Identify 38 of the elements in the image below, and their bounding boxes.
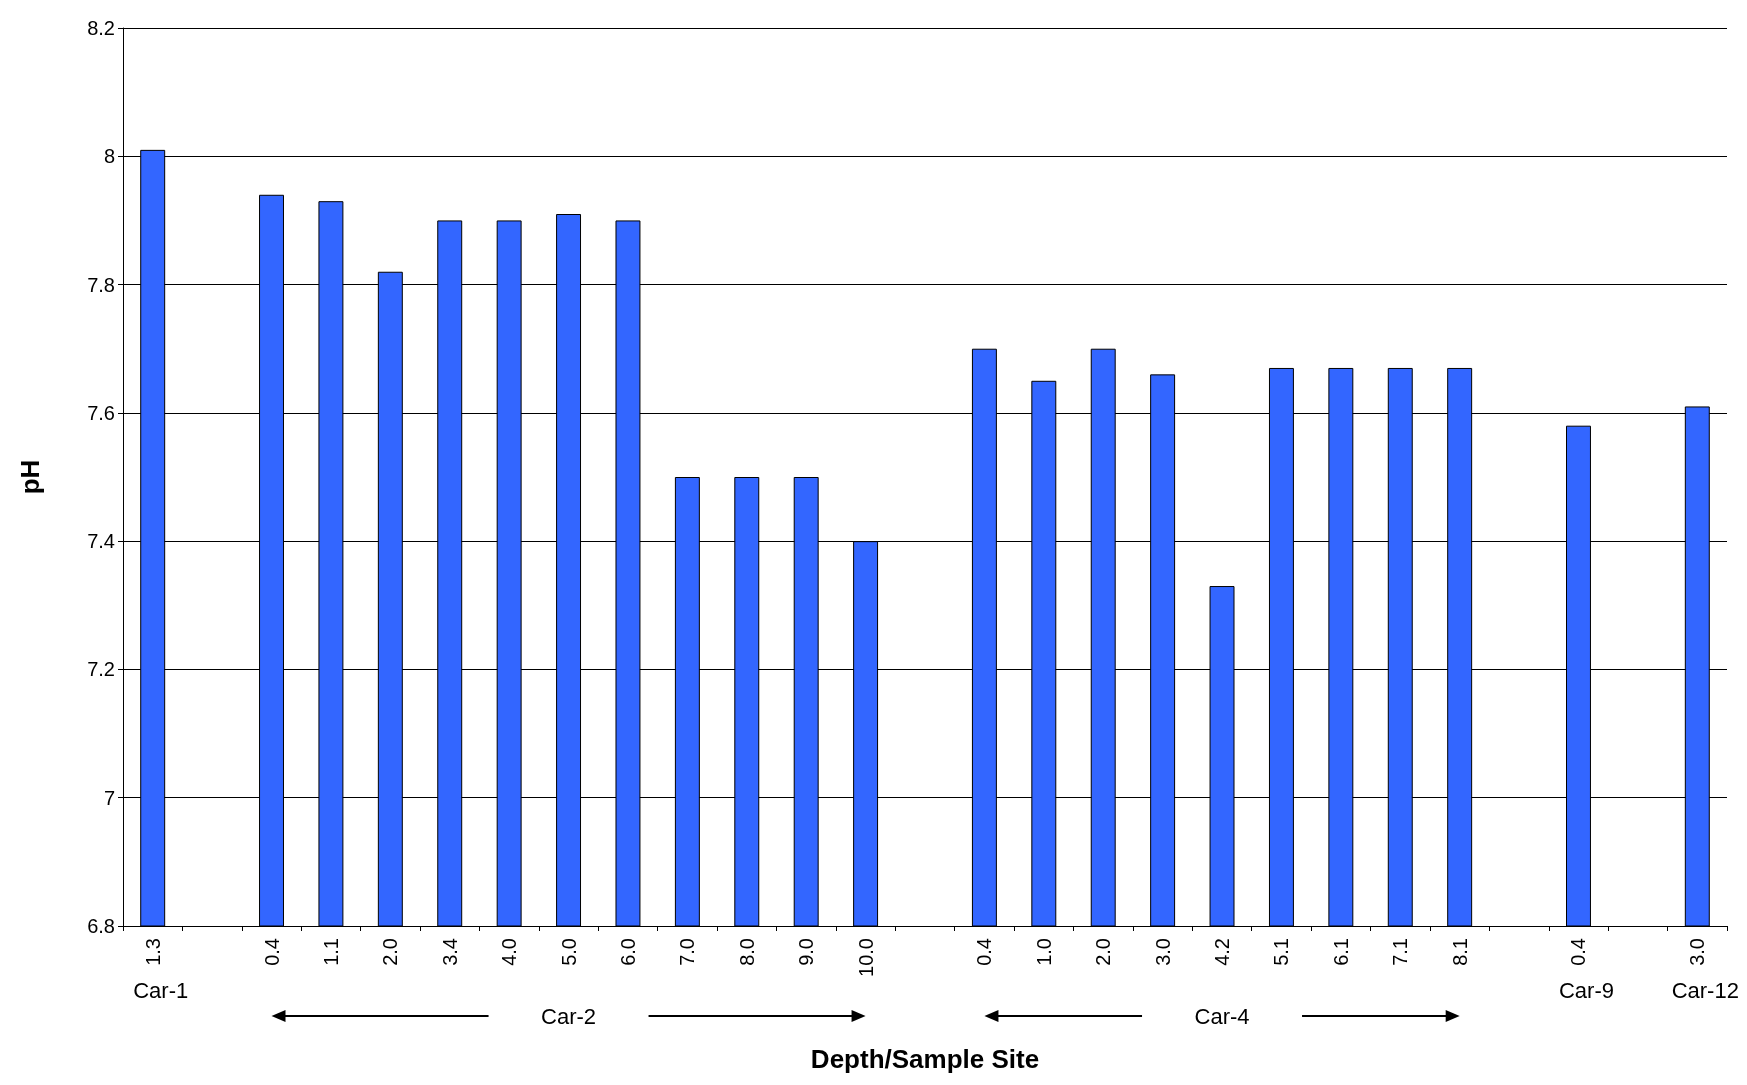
x-axis-title: Depth/Sample Site bbox=[810, 1044, 1040, 1074]
x-tick-label: 3.4 bbox=[438, 938, 461, 966]
x-tick-label: 3.0 bbox=[1686, 938, 1709, 966]
y-tick-label: 7.2 bbox=[87, 658, 115, 681]
y-tick-label: 6.8 bbox=[87, 915, 115, 937]
x-tick-label: 0.4 bbox=[973, 938, 996, 966]
y-tick-label: 8.2 bbox=[87, 17, 115, 39]
y-tick-label: 7.6 bbox=[87, 401, 115, 424]
text: Car-9 bbox=[1558, 978, 1614, 1003]
x-tick-label: 8.0 bbox=[735, 938, 758, 966]
x-tick-label: 9.0 bbox=[795, 938, 818, 966]
x-tick-label: 7.0 bbox=[676, 938, 699, 966]
x-tick-label: 3.0 bbox=[1151, 938, 1174, 966]
text: Car-1 bbox=[133, 978, 189, 1003]
x-tick-label: 5.1 bbox=[1270, 938, 1293, 966]
text: Car-12 bbox=[1671, 978, 1739, 1003]
x-tick-label: 8.1 bbox=[1448, 938, 1471, 966]
text: Car-2 bbox=[541, 1004, 597, 1029]
x-tick-label: 2.0 bbox=[379, 938, 402, 966]
x-tick-label: 10.0 bbox=[854, 938, 877, 977]
y-tick-label: 8 bbox=[103, 145, 115, 168]
x-tick-label: 4.0 bbox=[498, 938, 521, 966]
x-tick-label: 1.3 bbox=[141, 938, 164, 966]
x-tick-label: 0.4 bbox=[1567, 938, 1590, 966]
text: Car-4 bbox=[1194, 1004, 1250, 1029]
y-axis-title: pH bbox=[15, 459, 45, 495]
x-tick-label: 4.2 bbox=[1211, 938, 1234, 966]
x-tick-label: 5.0 bbox=[557, 938, 580, 966]
x-tick-label: 1.1 bbox=[319, 938, 342, 966]
y-tick-label: 7.8 bbox=[87, 273, 115, 296]
x-tick-label: 2.0 bbox=[1092, 938, 1115, 966]
y-tick-label: 7.4 bbox=[87, 530, 115, 553]
x-tick-label: 1.0 bbox=[1032, 938, 1055, 966]
x-tick-label: 6.1 bbox=[1329, 938, 1352, 966]
x-tick-label: 6.0 bbox=[616, 938, 639, 966]
y-tick-label: 7 bbox=[103, 786, 115, 809]
x-tick-label: 0.4 bbox=[260, 938, 283, 966]
x-tick-label: 7.1 bbox=[1389, 938, 1412, 966]
